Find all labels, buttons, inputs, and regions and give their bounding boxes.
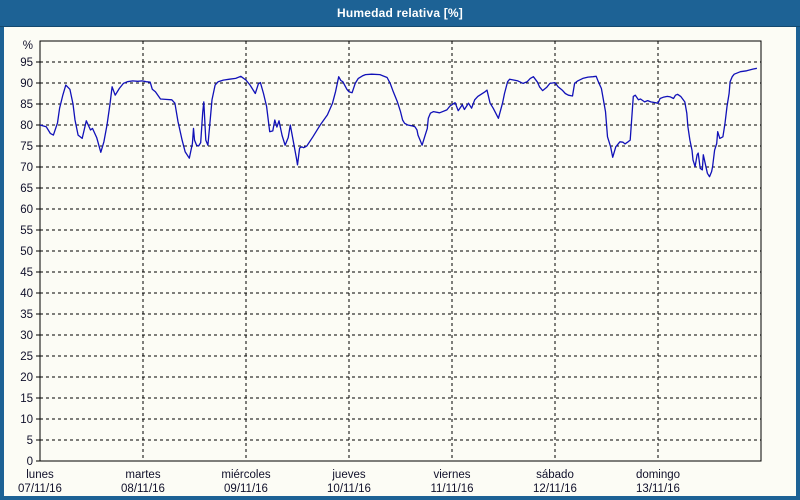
x-date-label: 11/11/16	[430, 483, 473, 495]
title-bar: Humedad relativa [%]	[0, 0, 800, 27]
y-tick-label: 10	[20, 414, 33, 426]
humidity-line-chart: 0 5 10 15 20 25 30 35 40 45 50 55 60 65 70 75 80 85 90 95% l…	[18, 40, 762, 495]
x-day-label: martes	[125, 469, 160, 481]
y-tick-label: 40	[20, 288, 33, 300]
y-tick-label: 70	[20, 162, 33, 174]
y-tick-label: 80	[20, 120, 33, 132]
x-day-label: viernes	[433, 469, 470, 481]
x-date-label: 13/11/16	[636, 483, 680, 495]
y-tick-label: 0	[27, 456, 33, 468]
x-date-label: 10/11/16	[327, 483, 371, 495]
x-day-label: miércoles	[221, 469, 270, 481]
y-tick-label: 25	[20, 351, 33, 363]
y-tick-label: 15	[20, 393, 33, 405]
y-tick-label: 35	[20, 309, 33, 321]
y-tick-label: 65	[20, 183, 33, 195]
y-tick-label: 60	[20, 204, 33, 216]
y-tick-label: 75	[20, 141, 33, 153]
y-tick-label: 90	[20, 78, 33, 90]
x-date-label: 12/11/16	[533, 483, 577, 495]
y-tick-label: 50	[20, 246, 33, 258]
x-date-label: 07/11/16	[18, 483, 62, 495]
y-tick-label: 20	[20, 372, 33, 384]
x-day-label: domingo	[636, 469, 680, 481]
y-tick-label: 55	[20, 225, 33, 237]
x-date-label: 08/11/16	[121, 483, 165, 495]
y-tick-label: 45	[20, 267, 33, 279]
x-day-label: lunes	[26, 469, 54, 481]
x-day-label: jueves	[331, 469, 365, 481]
y-tick-label: 5	[27, 435, 33, 447]
chart-title: Humedad relativa [%]	[336, 6, 464, 20]
y-tick-label: 85	[20, 99, 33, 111]
y-axis-unit-label: %	[23, 40, 33, 52]
x-day-label: sábado	[536, 469, 574, 481]
y-tick-label: 30	[20, 330, 33, 342]
x-date-label: 09/11/16	[224, 483, 268, 495]
chart-panel: 0 5 10 15 20 25 30 35 40 45 50 55 60 65 70 75 80 85 90 95% l…	[4, 27, 796, 496]
humidity-line	[39, 67, 758, 178]
y-tick-label: 95	[20, 57, 33, 69]
